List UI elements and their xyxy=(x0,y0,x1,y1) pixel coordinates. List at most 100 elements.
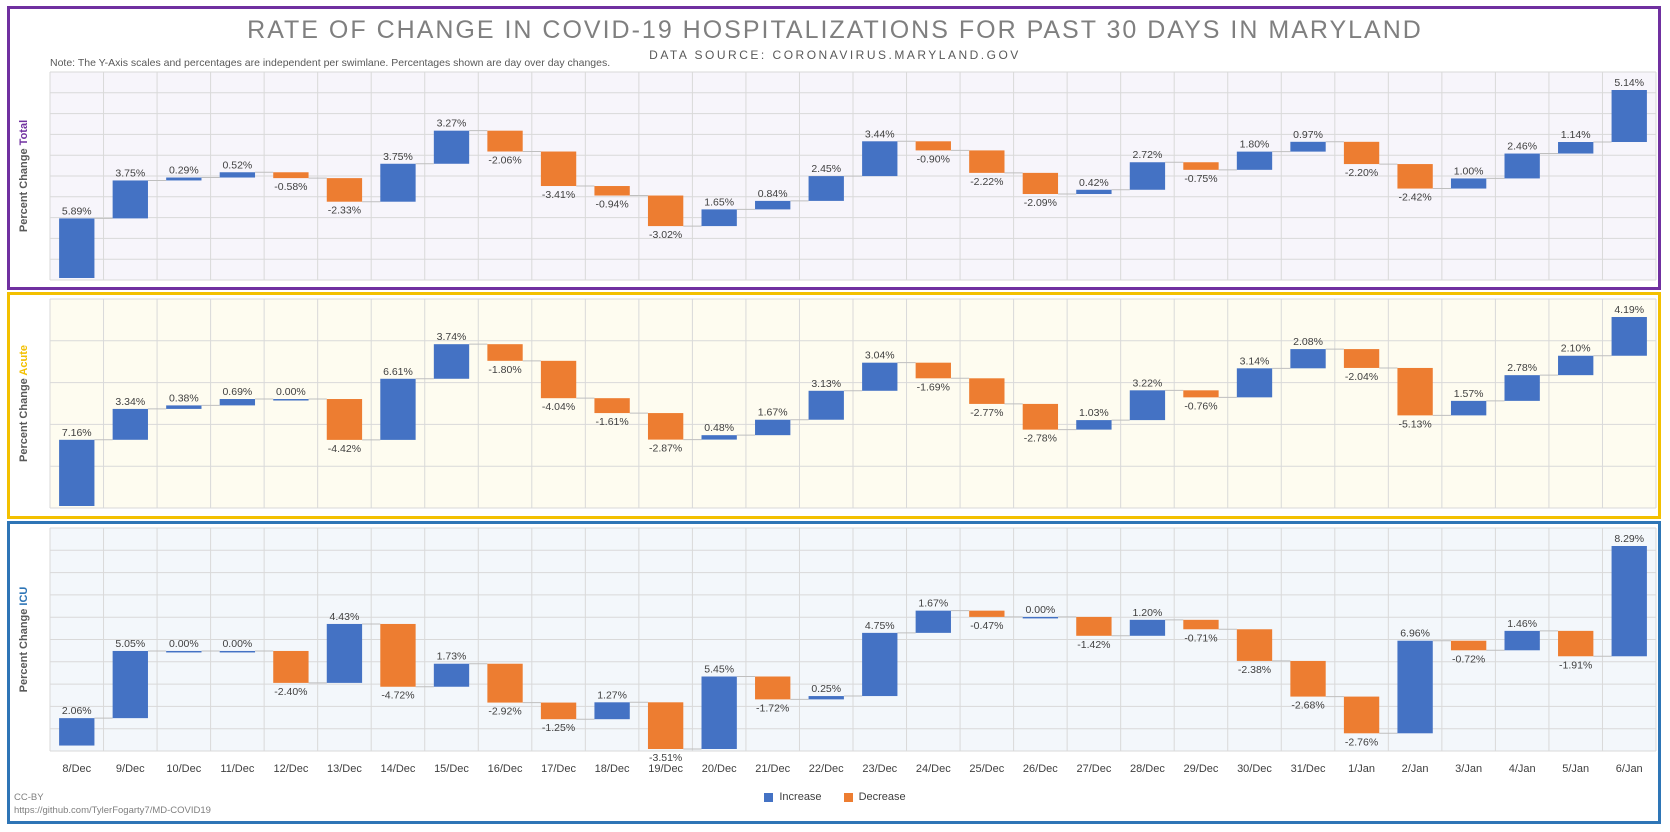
bar-icu-7 xyxy=(380,623,416,687)
bar-total-9 xyxy=(487,130,523,152)
data-label-total-19: -2.09% xyxy=(1024,197,1057,209)
x-tick-label: 5/Jan xyxy=(1562,763,1589,775)
bar-acute-30 xyxy=(1611,317,1647,356)
bar-icu-28 xyxy=(1504,630,1540,651)
data-label-total-16: 3.44% xyxy=(865,128,895,140)
x-tick-label: 6/Jan xyxy=(1616,763,1643,775)
bar-acute-4 xyxy=(219,399,256,406)
data-label-icu-6: 4.43% xyxy=(330,611,360,623)
bar-total-10 xyxy=(540,151,577,187)
x-tick-label: 27/Dec xyxy=(1076,763,1111,775)
bar-icu-21 xyxy=(1129,619,1166,636)
data-label-acute-21: 3.22% xyxy=(1133,377,1163,389)
data-label-total-30: 5.14% xyxy=(1614,77,1644,89)
data-label-total-22: -0.75% xyxy=(1184,173,1217,185)
bar-acute-24 xyxy=(1290,349,1326,369)
bar-acute-25 xyxy=(1343,349,1380,368)
bar-total-29 xyxy=(1558,142,1594,154)
data-label-acute-11: -1.61% xyxy=(595,416,628,428)
data-label-icu-30: 8.29% xyxy=(1614,533,1644,545)
bar-acute-2 xyxy=(112,408,148,440)
data-label-acute-6: -4.42% xyxy=(328,443,361,455)
data-label-icu-21: 1.20% xyxy=(1133,607,1163,619)
data-label-icu-28: 1.46% xyxy=(1507,618,1537,630)
data-label-total-13: 1.65% xyxy=(704,196,734,208)
bar-acute-8 xyxy=(433,344,470,379)
data-label-icu-8: 1.73% xyxy=(437,651,467,663)
data-label-icu-12: -3.51% xyxy=(649,752,682,764)
bar-total-3 xyxy=(166,177,202,181)
data-label-acute-12: -2.87% xyxy=(649,443,682,455)
bar-total-24 xyxy=(1290,141,1326,152)
y-axis-label-icu: Percent Change ICU xyxy=(18,587,30,693)
bar-total-26 xyxy=(1397,164,1433,189)
bar-acute-11 xyxy=(594,398,630,414)
data-label-acute-9: -1.80% xyxy=(488,364,521,376)
y-axis-label-acute: Percent Change Acute xyxy=(18,345,30,462)
data-label-acute-29: 2.10% xyxy=(1561,343,1591,355)
bar-icu-30 xyxy=(1611,546,1647,657)
data-label-total-9: -2.06% xyxy=(488,155,521,167)
bar-acute-16 xyxy=(862,362,898,391)
data-label-acute-3: 0.38% xyxy=(169,392,199,404)
x-tick-label: 17/Dec xyxy=(541,763,576,775)
x-tick-label: 10/Dec xyxy=(166,763,201,775)
data-label-acute-27: 1.57% xyxy=(1454,388,1484,400)
legend-item-decrease: Decrease xyxy=(843,791,906,803)
panel-icu: 2.06% 5.05% 0.00% 0.00% -2.40% 4.43% -4.72% 1.7… xyxy=(18,527,1657,764)
legend-swatch-decrease xyxy=(843,792,853,802)
bar-total-5 xyxy=(273,172,309,179)
data-label-acute-5: 0.00% xyxy=(276,386,306,398)
bar-total-15 xyxy=(808,176,844,201)
swimlane-icu xyxy=(7,521,1661,824)
bar-total-8 xyxy=(433,130,470,164)
data-label-total-1: 5.89% xyxy=(62,205,92,217)
data-label-total-5: -0.58% xyxy=(274,181,307,193)
data-label-icu-29: -1.91% xyxy=(1559,659,1592,671)
data-label-acute-8: 3.74% xyxy=(437,331,467,343)
data-label-total-24: 0.97% xyxy=(1293,129,1323,141)
x-tick-label: 23/Dec xyxy=(862,763,897,775)
data-label-icu-2: 5.05% xyxy=(115,638,145,650)
bar-acute-23 xyxy=(1236,368,1273,398)
data-label-icu-9: -2.92% xyxy=(488,706,521,718)
bar-acute-5 xyxy=(273,399,309,401)
x-tick-label: 30/Dec xyxy=(1237,763,1272,775)
panel-total: 5.89% 3.75% 0.29% 0.52% -0.58% -2.33% 3.75% 3.2… xyxy=(18,71,1657,281)
bar-acute-10 xyxy=(540,360,577,399)
bar-icu-19 xyxy=(1022,616,1059,619)
data-label-total-2: 3.75% xyxy=(115,167,145,179)
x-tick-label: 24/Dec xyxy=(916,763,951,775)
bar-acute-9 xyxy=(487,344,523,361)
bar-acute-19 xyxy=(1022,403,1059,430)
bar-acute-17 xyxy=(915,362,951,379)
bar-total-14 xyxy=(755,200,791,210)
data-label-acute-26: -5.13% xyxy=(1398,418,1431,430)
data-label-total-18: -2.22% xyxy=(970,176,1003,188)
bar-icu-13 xyxy=(701,676,737,749)
data-label-acute-4: 0.69% xyxy=(222,386,252,398)
data-label-acute-13: 0.48% xyxy=(704,422,734,434)
bar-icu-20 xyxy=(1076,616,1112,636)
legend-swatch-increase xyxy=(764,792,774,802)
bar-total-25 xyxy=(1343,141,1380,165)
data-label-acute-23: 3.14% xyxy=(1240,355,1270,367)
data-label-acute-16: 3.04% xyxy=(865,350,895,362)
bar-icu-10 xyxy=(540,702,577,720)
chart-title: RATE OF CHANGE IN COVID-19 HOSPITALIZATI… xyxy=(247,16,1423,44)
bar-icu-29 xyxy=(1558,630,1594,657)
x-tick-label: 4/Jan xyxy=(1509,763,1536,775)
bar-icu-2 xyxy=(112,650,148,719)
data-label-icu-14: -1.72% xyxy=(756,702,789,714)
data-label-total-11: -0.94% xyxy=(595,199,628,211)
swimlane-total xyxy=(7,6,1661,290)
data-label-acute-20: 1.03% xyxy=(1079,407,1109,419)
data-label-acute-22: -0.76% xyxy=(1184,400,1217,412)
bar-total-23 xyxy=(1236,151,1273,170)
bar-icu-17 xyxy=(915,610,951,633)
data-label-icu-13: 5.45% xyxy=(704,664,734,676)
data-label-icu-24: -2.68% xyxy=(1291,700,1324,712)
data-label-total-3: 0.29% xyxy=(169,165,199,177)
bar-acute-26 xyxy=(1397,367,1433,416)
